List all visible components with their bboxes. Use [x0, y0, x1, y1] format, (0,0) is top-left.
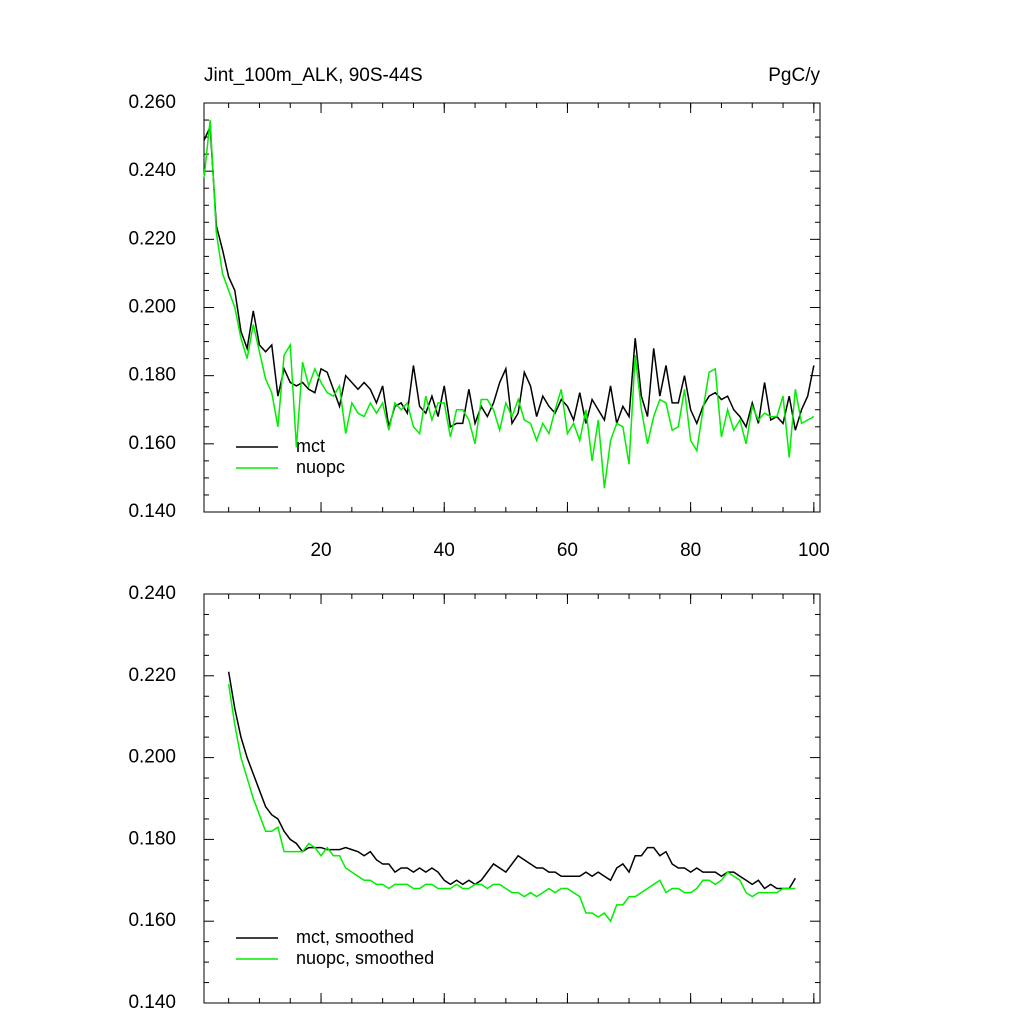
y-tick-label: 0.140: [128, 501, 176, 522]
chart-title: Jint_100m_ALK, 90S-44S: [204, 65, 423, 86]
legend-label: nuopc: [296, 457, 345, 477]
x-tick-label: 20: [310, 540, 331, 561]
y-tick-label: 0.160: [128, 910, 176, 931]
legend-label: mct, smoothed: [296, 927, 414, 947]
y-tick-label: 0.180: [128, 828, 176, 849]
y-tick-label: 0.240: [128, 160, 176, 181]
y-tick-label: 0.220: [128, 228, 176, 249]
y-tick-label: 0.200: [128, 297, 176, 318]
y-tick-label: 0.260: [128, 92, 176, 113]
series-line: [227, 671, 797, 890]
x-tick-label: 40: [434, 540, 455, 561]
x-tick-label: 100: [798, 540, 830, 561]
x-tick-label: 80: [680, 540, 701, 561]
x-tick-label: 60: [557, 540, 578, 561]
series-line: [203, 119, 815, 489]
legend-label: mct: [296, 436, 325, 456]
y-tick-label: 0.140: [128, 992, 176, 1013]
y-tick-label: 0.160: [128, 433, 176, 454]
units-label: PgC/y: [768, 65, 820, 86]
series-line: [227, 683, 796, 923]
series-line: [203, 126, 815, 431]
legend-label: nuopc, smoothed: [296, 948, 434, 968]
y-tick-label: 0.240: [128, 583, 176, 604]
y-tick-label: 0.180: [128, 365, 176, 386]
y-tick-label: 0.200: [128, 747, 176, 768]
y-tick-label: 0.220: [128, 665, 176, 686]
